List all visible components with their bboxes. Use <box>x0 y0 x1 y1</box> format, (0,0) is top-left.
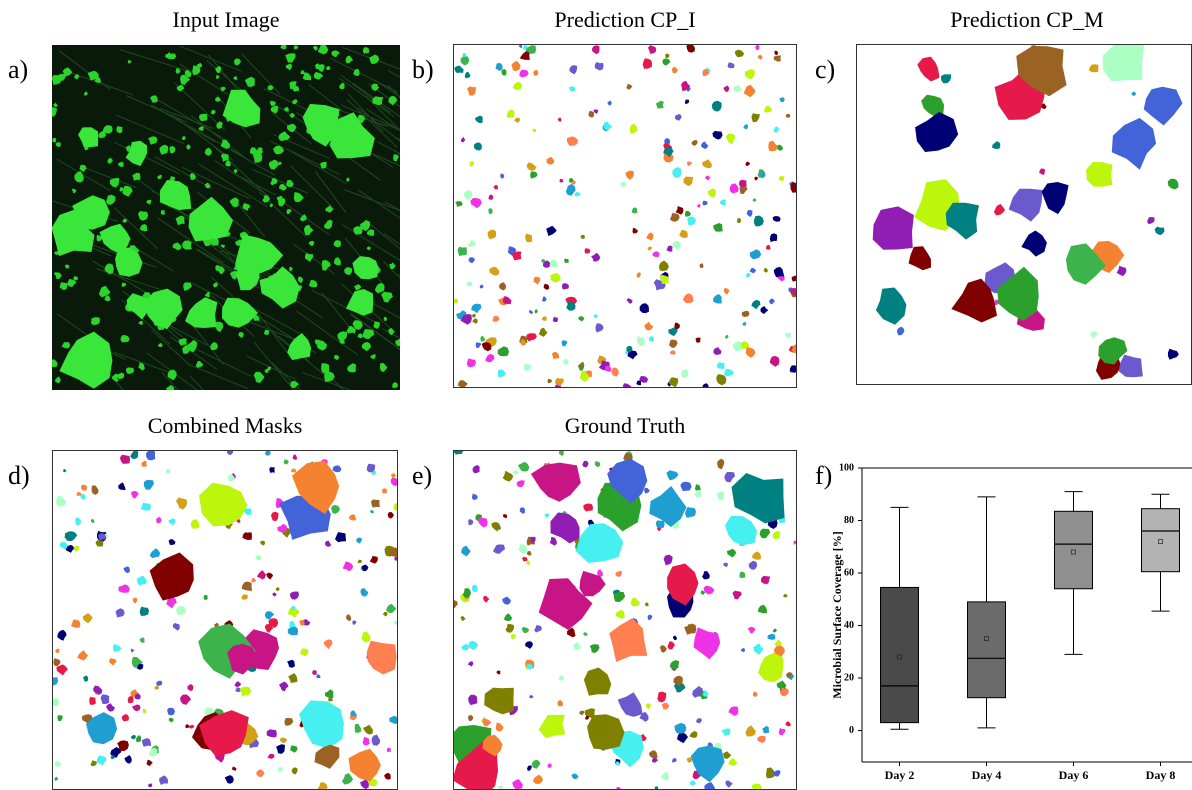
y-tick-label: 100 <box>839 462 854 473</box>
blob <box>656 520 665 528</box>
blob <box>161 210 165 215</box>
image-background <box>453 44 797 388</box>
blob <box>89 697 96 705</box>
x-tick-label: Day 6 <box>1059 768 1089 782</box>
blob <box>135 694 141 700</box>
box <box>968 602 1006 698</box>
panel-title: Prediction CP_I <box>554 7 695 32</box>
panel-title: Combined Masks <box>148 413 303 438</box>
panel-label: c) <box>815 55 835 84</box>
panel-label: a) <box>8 55 28 84</box>
image-panel <box>48 43 466 425</box>
image-panel <box>448 446 797 790</box>
blob <box>560 179 564 183</box>
y-tick-label: 20 <box>844 672 854 683</box>
y-axis-label: Microbial Surface Coverage [%] <box>830 531 844 698</box>
y-tick-label: 80 <box>844 515 854 526</box>
fiber <box>398 274 445 309</box>
x-tick-label: Day 4 <box>972 768 1002 782</box>
panel-label: d) <box>8 461 30 490</box>
x-tick-label: Day 8 <box>1146 768 1176 782</box>
blob <box>48 676 58 685</box>
y-tick-label: 40 <box>844 620 854 631</box>
blob <box>387 748 391 752</box>
image-panel <box>48 448 400 790</box>
panel-label: e) <box>412 461 432 490</box>
blob <box>739 180 747 188</box>
blob <box>468 695 477 705</box>
figure: Input Image Prediction CP_I Prediction C… <box>0 0 1192 790</box>
panel-title: Prediction CP_M <box>950 7 1103 32</box>
box <box>1142 509 1180 572</box>
panel-title: Input Image <box>173 7 280 32</box>
blob <box>140 607 149 616</box>
panel-title: Ground Truth <box>565 413 685 438</box>
fiber <box>395 150 439 198</box>
image-panel <box>856 35 1192 385</box>
blob <box>458 247 467 256</box>
image-panel <box>453 44 802 391</box>
blob <box>371 499 380 507</box>
y-tick-label: 60 <box>844 567 854 578</box>
panel-label: f) <box>815 461 832 490</box>
blob <box>717 362 725 369</box>
y-tick-label: 0 <box>849 725 854 736</box>
x-tick-label: Day 2 <box>885 768 915 782</box>
blob <box>587 714 624 750</box>
blob <box>204 595 208 600</box>
panel-label: b) <box>412 55 434 84</box>
blob <box>1103 35 1144 81</box>
blob <box>269 467 275 473</box>
blob <box>367 464 376 473</box>
